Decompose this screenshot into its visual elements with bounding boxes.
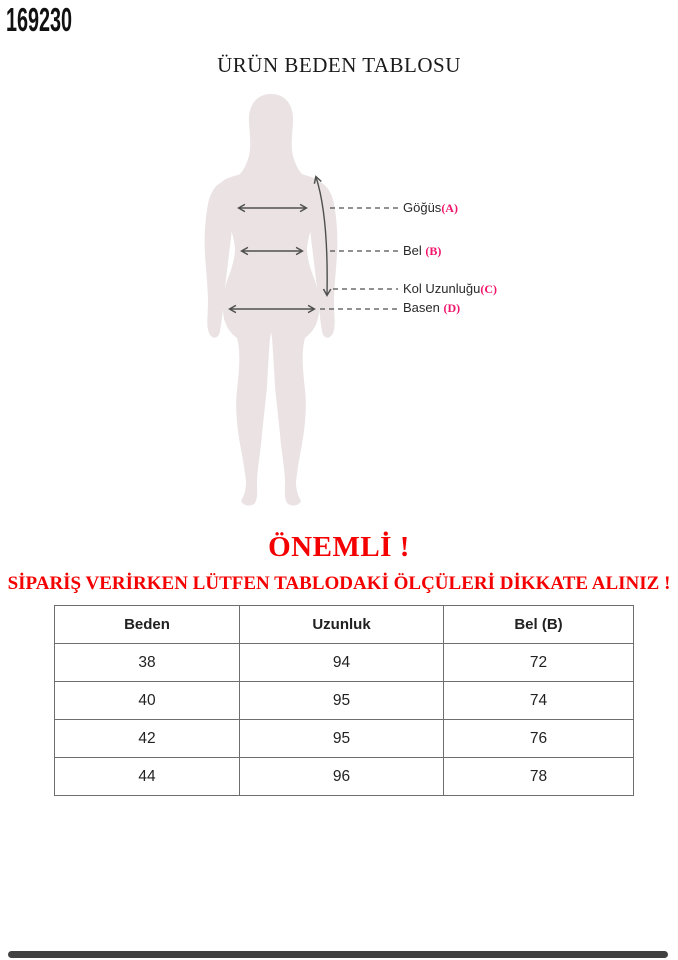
- horizontal-scrollbar-thumb[interactable]: [8, 951, 668, 958]
- table-row: 42 95 76: [54, 719, 634, 758]
- product-code: 169230: [6, 1, 73, 38]
- label-hip: Basen (D): [403, 300, 460, 315]
- page-title: ÜRÜN BEDEN TABLOSU: [217, 53, 461, 77]
- table-row: 40 95 74: [54, 681, 634, 720]
- label-chest-text: Göğüs: [403, 200, 442, 215]
- table-cell: 95: [239, 719, 444, 758]
- label-waist-letter: (B): [425, 244, 442, 258]
- label-waist: Bel (B): [403, 243, 441, 258]
- label-sleeve-letter: (C): [480, 282, 497, 296]
- table-cell: 94: [239, 643, 444, 682]
- table-cell: 76: [443, 719, 634, 758]
- table-cell: 95: [239, 681, 444, 720]
- header-beden: Beden: [54, 605, 240, 644]
- table-cell: 96: [239, 757, 444, 796]
- label-chest-letter: (A): [441, 201, 458, 215]
- label-waist-text: Bel: [403, 243, 426, 258]
- table-cell: 40: [54, 681, 240, 720]
- table-cell: 38: [54, 643, 240, 682]
- warning-message: SİPARİŞ VERİRKEN LÜTFEN TABLODAKİ ÖLÇÜLE…: [7, 573, 671, 594]
- warning-heading: ÖNEMLİ !: [268, 531, 410, 563]
- sleeve-arrow: [313, 175, 332, 297]
- table-cell: 72: [443, 643, 634, 682]
- table-cell: 42: [54, 719, 240, 758]
- size-table: Beden Uzunluk Bel (B) 38 94 72 40 95 74 …: [54, 605, 634, 796]
- label-hip-text: Basen: [403, 300, 444, 315]
- label-sleeve: Kol Uzunluğu(C): [403, 281, 497, 296]
- table-row: 44 96 78: [54, 757, 634, 796]
- table-cell: 74: [443, 681, 634, 720]
- table-cell: 44: [54, 757, 240, 796]
- female-silhouette: [204, 94, 338, 506]
- header-bel: Bel (B): [443, 605, 634, 644]
- label-sleeve-text: Kol Uzunluğu: [403, 281, 481, 296]
- table-cell: 78: [443, 757, 634, 796]
- body-measurement-diagram: [204, 94, 398, 506]
- header-uzunluk: Uzunluk: [239, 605, 444, 644]
- table-row: 38 94 72: [54, 643, 634, 682]
- table-header-row: Beden Uzunluk Bel (B): [54, 605, 634, 644]
- label-chest: Göğüs(A): [403, 200, 458, 215]
- label-hip-letter: (D): [443, 301, 461, 315]
